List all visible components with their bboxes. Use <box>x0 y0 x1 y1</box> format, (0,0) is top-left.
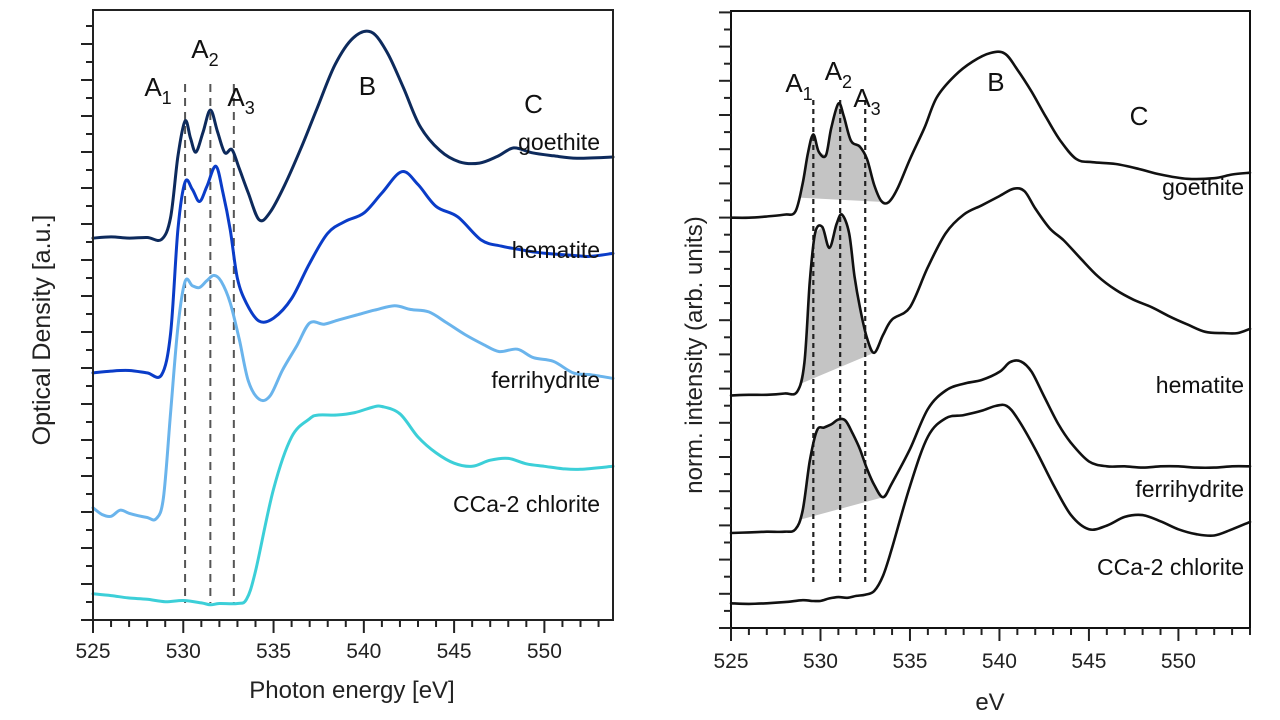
left-y-axis-title: Optical Density [a.u.] <box>28 215 56 446</box>
right-y-axis-title: norm. intensity (arb. units) <box>681 216 708 493</box>
x-tick-label: 525 <box>713 650 748 673</box>
peak-label-c: C <box>524 89 543 119</box>
series-line-cca-2-chlorite <box>729 403 1252 606</box>
x-tick-label: 530 <box>803 650 838 673</box>
series-label: CCa-2 chlorite <box>453 491 600 517</box>
series-line-ferrihydrite <box>91 273 615 522</box>
x-tick-label: 535 <box>892 650 927 673</box>
peak-label-c: C <box>1130 101 1149 131</box>
left-y-ticks <box>81 25 93 621</box>
x-tick-label: 545 <box>1071 650 1106 673</box>
series-label: CCa-2 chlorite <box>1097 554 1244 580</box>
right-x-ticks: 525 530 535 540 545 550 <box>713 628 1251 673</box>
peak-label-b: B <box>987 67 1004 97</box>
peak-label-a3: A3 <box>853 83 880 119</box>
series-label: goethite <box>518 129 600 155</box>
peak-label-a2: A2 <box>825 56 852 92</box>
x-tick-label: 535 <box>256 640 291 663</box>
peak-label-b: B <box>359 71 376 101</box>
series-line-hematite <box>729 186 1252 397</box>
series-label: ferrihydrite <box>491 367 600 393</box>
series-label: goethite <box>1162 174 1244 200</box>
peak-label-a1: A1 <box>785 68 812 104</box>
left-dashed-lines <box>184 84 235 603</box>
left-x-ticks: 525 530 535 540 545 550 <box>75 620 600 663</box>
series-line-goethite <box>729 50 1252 220</box>
right-y-ticks <box>719 11 731 629</box>
x-tick-label: 550 <box>527 640 562 663</box>
peak-label-a2: A2 <box>191 34 218 70</box>
right-series-group <box>729 50 1252 606</box>
left-x-axis-title: Photon energy [eV] <box>249 677 454 704</box>
left-series-labels: goethite hematite ferrihydrite CCa-2 chlori… <box>453 129 600 517</box>
series-line-goethite <box>91 29 615 243</box>
x-tick-label: 550 <box>1161 650 1196 673</box>
x-tick-label: 540 <box>346 640 381 663</box>
x-tick-label: 525 <box>75 640 110 663</box>
x-tick-label: 540 <box>982 650 1017 673</box>
series-label: hematite <box>1156 372 1244 398</box>
series-line-hematite <box>91 164 615 379</box>
peak-label-a1: A1 <box>144 72 171 108</box>
series-line-cca-2-chlorite <box>91 404 615 607</box>
right-x-axis-title: eV <box>975 689 1004 716</box>
series-line-ferrihydrite <box>729 359 1252 535</box>
shaded-peak-region <box>799 103 889 203</box>
right-series-labels: goethite hematite ferrihydrite CCa-2 chlori… <box>1097 174 1244 580</box>
x-tick-label: 545 <box>437 640 472 663</box>
shaded-peak-region <box>799 214 875 385</box>
peak-label-a3: A3 <box>227 82 254 118</box>
series-label: ferrihydrite <box>1135 476 1244 502</box>
left-series-group <box>91 29 615 607</box>
x-tick-label: 530 <box>166 640 201 663</box>
series-label: hematite <box>512 237 600 263</box>
